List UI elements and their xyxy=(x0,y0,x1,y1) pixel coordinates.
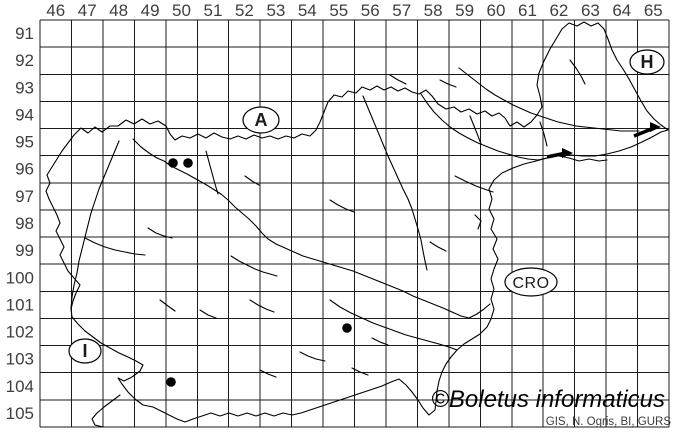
river-squiggle-9 xyxy=(159,299,176,312)
col-label-58: 58 xyxy=(424,1,443,20)
col-label-50: 50 xyxy=(172,1,191,20)
river-mura xyxy=(458,67,640,132)
country-letter-austria: A xyxy=(255,110,268,130)
river-squiggle-5 xyxy=(244,175,260,186)
river-squiggle-12 xyxy=(474,214,482,230)
col-label-62: 62 xyxy=(549,1,568,20)
country-letter-croatia: CRO xyxy=(512,275,549,292)
row-label-98: 98 xyxy=(15,214,34,233)
river-ledava xyxy=(569,59,586,85)
col-label-63: 63 xyxy=(581,1,600,20)
country-ellipse-croatia xyxy=(504,267,558,297)
col-label-47: 47 xyxy=(78,1,97,20)
country-letter-italy: I xyxy=(82,341,87,361)
river-squiggle-3 xyxy=(299,351,326,362)
river-squiggle-8 xyxy=(199,309,217,319)
river-sava xyxy=(132,138,491,319)
col-label-56: 56 xyxy=(361,1,380,20)
credit-line: GIS, N. Ogris, BI, GURS xyxy=(546,416,672,428)
row-label-97: 97 xyxy=(15,187,34,206)
river-dravinja xyxy=(454,175,494,193)
observation-dot-50-96 xyxy=(183,158,193,168)
col-label-49: 49 xyxy=(141,1,160,20)
row-label-93: 93 xyxy=(15,78,34,97)
row-label-91: 91 xyxy=(15,24,34,43)
river-squiggle-10 xyxy=(259,369,277,378)
row-label-100: 100 xyxy=(6,268,34,287)
mtb-grid xyxy=(39,19,670,428)
row-label-104: 104 xyxy=(6,377,34,396)
river-squiggle-14 xyxy=(439,79,457,88)
col-label-46: 46 xyxy=(46,1,65,20)
country-label-croatia: CRO xyxy=(504,267,558,297)
row-label-92: 92 xyxy=(15,51,34,70)
country-letter-hungary: H xyxy=(641,52,654,72)
river-squiggle-1 xyxy=(147,227,173,239)
col-label-61: 61 xyxy=(518,1,537,20)
river-squiggle-6 xyxy=(329,199,355,213)
row-label-101: 101 xyxy=(6,295,34,314)
slovenia-border-and-rivers xyxy=(45,21,669,428)
river-krka xyxy=(329,299,458,351)
row-label-103: 103 xyxy=(6,350,34,369)
river-squiggle-11 xyxy=(351,367,369,376)
col-label-65: 65 xyxy=(644,1,663,20)
river-squiggle-13 xyxy=(389,74,407,85)
grid-column-labels: 46 47 48 49 50 51 52 53 54 55 56 57 58 59 60 61 62 63 64 65 xyxy=(46,1,663,20)
col-label-55: 55 xyxy=(329,1,348,20)
country-ellipse-italy xyxy=(68,338,102,364)
copyright-text: ©Boletus informaticus xyxy=(431,386,665,413)
river-savinja xyxy=(362,95,428,271)
country-labels: A H CRO I xyxy=(68,49,665,364)
col-label-53: 53 xyxy=(266,1,285,20)
river-soca xyxy=(70,140,120,309)
mura-arrowhead xyxy=(650,122,661,132)
drava-arrowhead xyxy=(562,148,573,158)
col-label-52: 52 xyxy=(235,1,254,20)
col-label-64: 64 xyxy=(612,1,631,20)
river-squiggle-2 xyxy=(249,299,275,313)
row-label-105: 105 xyxy=(6,404,34,423)
river-outflow-arrows xyxy=(546,122,661,159)
row-label-96: 96 xyxy=(15,160,34,179)
col-label-60: 60 xyxy=(487,1,506,20)
river-squiggle-4 xyxy=(371,337,389,346)
row-label-95: 95 xyxy=(15,133,34,152)
river-drava-exit xyxy=(558,155,608,162)
observation-dots xyxy=(166,158,352,387)
country-border xyxy=(45,21,669,423)
river-tributary-1 xyxy=(469,115,482,145)
country-label-hungary: H xyxy=(629,49,665,75)
observation-dot-50-96 xyxy=(168,158,178,168)
country-label-italy: I xyxy=(68,338,102,364)
river-ljubljanica xyxy=(230,255,278,277)
grid-row-labels: 91 92 93 94 95 96 97 98 99 100 101 102 103 104 105 xyxy=(6,24,34,423)
row-label-94: 94 xyxy=(15,106,34,125)
istria-coast xyxy=(91,394,121,428)
observation-dot-50-104 xyxy=(166,377,176,387)
row-label-99: 99 xyxy=(15,241,34,260)
observation-dot-55-102 xyxy=(342,323,352,333)
river-idrijca xyxy=(84,237,146,256)
col-label-48: 48 xyxy=(109,1,128,20)
country-ellipse-hungary xyxy=(629,49,665,75)
col-label-51: 51 xyxy=(204,1,223,20)
river-squiggle-7 xyxy=(429,241,447,252)
col-label-54: 54 xyxy=(298,1,317,20)
col-label-59: 59 xyxy=(455,1,474,20)
river-kamniska xyxy=(205,150,219,195)
row-label-102: 102 xyxy=(6,323,34,342)
country-ellipse-austria xyxy=(242,106,280,134)
river-drava xyxy=(420,93,557,161)
country-label-austria: A xyxy=(242,106,280,134)
river-tributary-2 xyxy=(539,121,548,147)
col-label-57: 57 xyxy=(392,1,411,20)
